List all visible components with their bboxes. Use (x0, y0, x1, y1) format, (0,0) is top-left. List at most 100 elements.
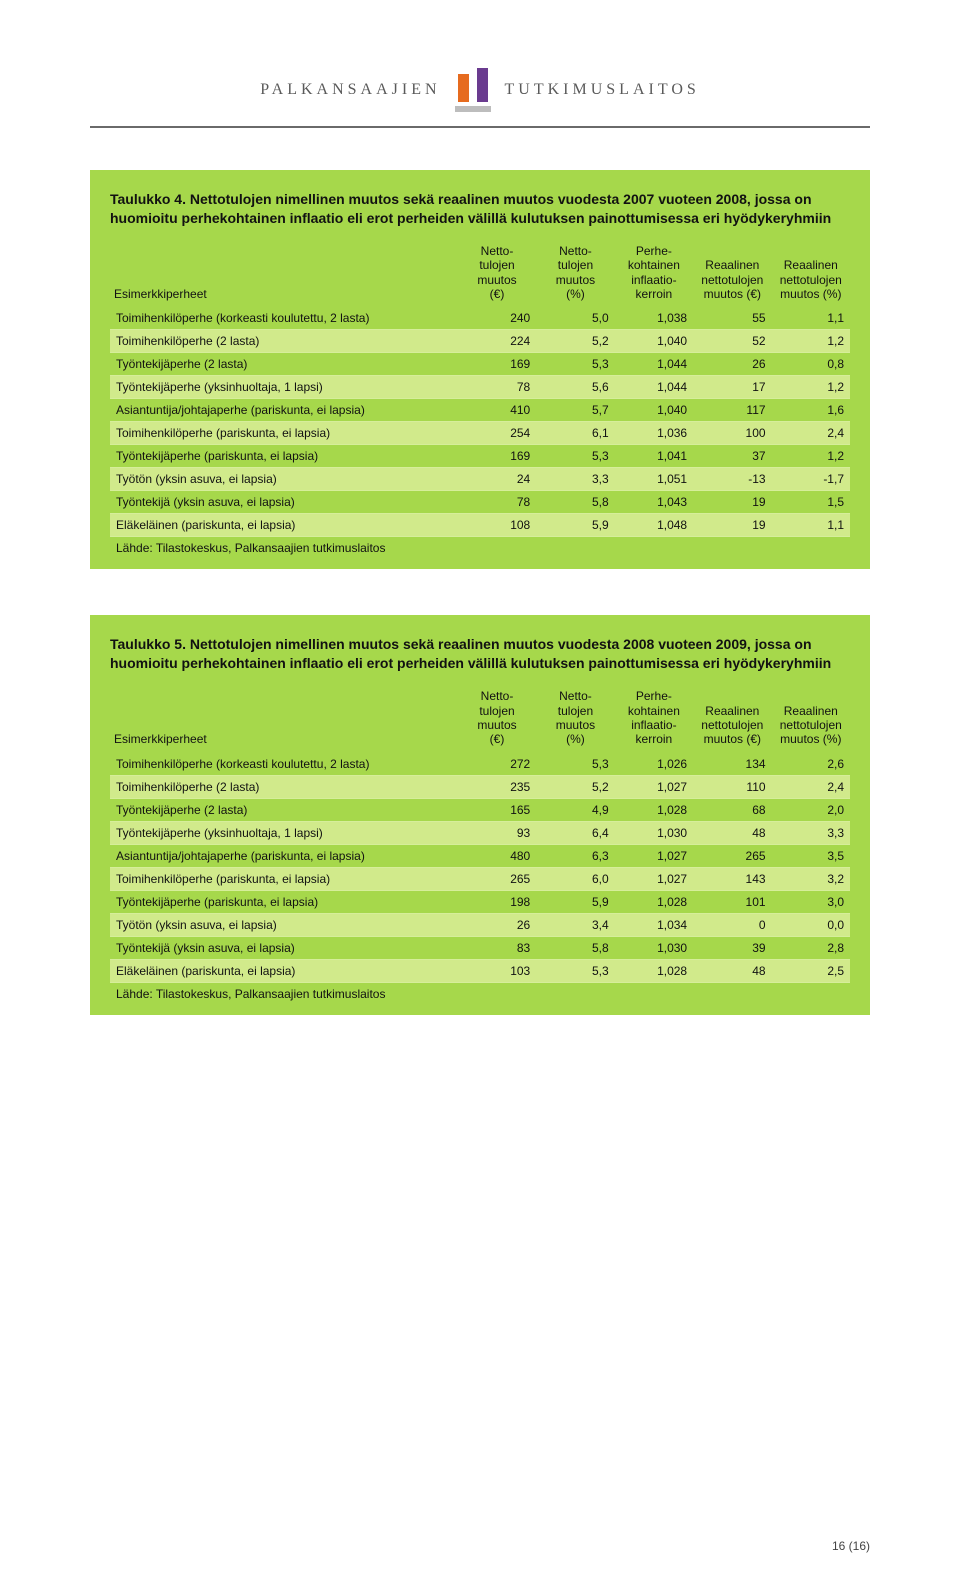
cell-value: 6,1 (536, 422, 614, 445)
cell-value: 1,030 (615, 936, 693, 959)
org-name-right: TUTKIMUSLAITOS (505, 81, 700, 99)
column-header: Esimerkkiperheet (110, 240, 458, 308)
cell-value: -1,7 (772, 468, 850, 491)
cell-value: 134 (693, 753, 771, 776)
cell-value: 1,036 (615, 422, 693, 445)
cell-value: 254 (458, 422, 536, 445)
cell-value: 0,8 (772, 353, 850, 376)
cell-value: 83 (458, 936, 536, 959)
cell-value: 1,051 (615, 468, 693, 491)
table-row: Toimihenkilöperhe (pariskunta, ei lapsia… (110, 867, 850, 890)
tables-container: Taulukko 4. Nettotulojen nimellinen muut… (90, 170, 870, 1015)
column-header: Reaalinennettotulojenmuutos (€) (693, 240, 771, 308)
cell-value: 5,8 (536, 936, 614, 959)
table-row: Eläkeläinen (pariskunta, ei lapsia)1035,… (110, 959, 850, 982)
cell-value: 3,5 (772, 844, 850, 867)
cell-value: 1,034 (615, 913, 693, 936)
row-label: Toimihenkilöperhe (korkeasti koulutettu,… (110, 307, 458, 330)
cell-value: 1,044 (615, 353, 693, 376)
cell-value: 5,3 (536, 353, 614, 376)
cell-value: 93 (458, 821, 536, 844)
row-label: Työntekijä (yksin asuva, ei lapsia) (110, 936, 458, 959)
cell-value: 1,5 (772, 491, 850, 514)
cell-value: 265 (458, 867, 536, 890)
cell-value: 1,026 (615, 753, 693, 776)
column-header: Netto-tulojenmuutos(€) (458, 240, 536, 308)
table-row: Työntekijäperhe (2 lasta)1695,31,044260,… (110, 353, 850, 376)
table-row: Toimihenkilöperhe (2 lasta)2355,21,02711… (110, 775, 850, 798)
table-row: Työntekijäperhe (2 lasta)1654,91,028682,… (110, 798, 850, 821)
cell-value: 6,3 (536, 844, 614, 867)
cell-value: 1,028 (615, 798, 693, 821)
row-label: Työntekijäperhe (2 lasta) (110, 353, 458, 376)
column-header: Reaalinennettotulojenmuutos (%) (772, 240, 850, 308)
cell-value: 5,2 (536, 330, 614, 353)
cell-value: 19 (693, 514, 771, 537)
cell-value: 19 (693, 491, 771, 514)
column-header: Netto-tulojenmuutos(%) (536, 685, 614, 753)
table-row: Toimihenkilöperhe (korkeasti koulutettu,… (110, 753, 850, 776)
table-source: Lähde: Tilastokeskus, Palkansaajien tutk… (110, 537, 850, 560)
cell-value: 101 (693, 890, 771, 913)
table-row: Työtön (yksin asuva, ei lapsia)263,41,03… (110, 913, 850, 936)
table-row: Eläkeläinen (pariskunta, ei lapsia)1085,… (110, 514, 850, 537)
column-header: Perhe-kohtaineninflaatio-kerroin (615, 685, 693, 753)
cell-value: 4,9 (536, 798, 614, 821)
table-row: Asiantuntija/johtajaperhe (pariskunta, e… (110, 399, 850, 422)
cell-value: 1,040 (615, 330, 693, 353)
row-label: Työtön (yksin asuva, ei lapsia) (110, 913, 458, 936)
cell-value: 2,0 (772, 798, 850, 821)
page: PALKANSAAJIEN TUTKIMUSLAITOS Taulukko 4.… (0, 0, 960, 1583)
cell-value: 265 (693, 844, 771, 867)
row-label: Eläkeläinen (pariskunta, ei lapsia) (110, 959, 458, 982)
cell-value: 100 (693, 422, 771, 445)
row-label: Työntekijäperhe (pariskunta, ei lapsia) (110, 445, 458, 468)
table-row: Työntekijäperhe (pariskunta, ei lapsia) 1… (110, 890, 850, 913)
row-label: Työntekijäperhe (yksinhuoltaja, 1 lapsi) (110, 376, 458, 399)
org-logo-icon (455, 68, 491, 112)
cell-value: 108 (458, 514, 536, 537)
row-label: Työtön (yksin asuva, ei lapsia) (110, 468, 458, 491)
cell-value: 143 (693, 867, 771, 890)
row-label: Eläkeläinen (pariskunta, ei lapsia) (110, 514, 458, 537)
column-header: Netto-tulojenmuutos(€) (458, 685, 536, 753)
cell-value: 5,2 (536, 775, 614, 798)
cell-value: 39 (693, 936, 771, 959)
row-label: Työntekijäperhe (pariskunta, ei lapsia) (110, 890, 458, 913)
cell-value: 1,028 (615, 959, 693, 982)
table-card: Taulukko 4. Nettotulojen nimellinen muut… (90, 170, 870, 569)
cell-value: 2,6 (772, 753, 850, 776)
cell-value: 5,3 (536, 445, 614, 468)
cell-value: 37 (693, 445, 771, 468)
cell-value: 26 (693, 353, 771, 376)
cell-value: 1,2 (772, 376, 850, 399)
cell-value: 6,0 (536, 867, 614, 890)
data-table: EsimerkkiperheetNetto-tulojenmuutos(€)Ne… (110, 240, 850, 560)
cell-value: 1,048 (615, 514, 693, 537)
cell-value: -13 (693, 468, 771, 491)
cell-value: 1,2 (772, 445, 850, 468)
row-label: Työntekijäperhe (2 lasta) (110, 798, 458, 821)
table-row: Työntekijäperhe (pariskunta, ei lapsia) 1… (110, 445, 850, 468)
cell-value: 48 (693, 959, 771, 982)
cell-value: 240 (458, 307, 536, 330)
cell-value: 1,040 (615, 399, 693, 422)
cell-value: 52 (693, 330, 771, 353)
cell-value: 17 (693, 376, 771, 399)
cell-value: 1,1 (772, 514, 850, 537)
data-table: EsimerkkiperheetNetto-tulojenmuutos(€)Ne… (110, 685, 850, 1005)
cell-value: 68 (693, 798, 771, 821)
column-header: Reaalinennettotulojenmuutos (€) (693, 685, 771, 753)
cell-value: 26 (458, 913, 536, 936)
cell-value: 0 (693, 913, 771, 936)
cell-value: 169 (458, 353, 536, 376)
table-title: Taulukko 4. Nettotulojen nimellinen muut… (110, 190, 850, 228)
row-label: Toimihenkilöperhe (2 lasta) (110, 775, 458, 798)
cell-value: 224 (458, 330, 536, 353)
cell-value: 3,0 (772, 890, 850, 913)
cell-value: 5,0 (536, 307, 614, 330)
cell-value: 3,3 (772, 821, 850, 844)
cell-value: 5,7 (536, 399, 614, 422)
cell-value: 5,6 (536, 376, 614, 399)
table-row: Työntekijä (yksin asuva, ei lapsia)785,8… (110, 491, 850, 514)
